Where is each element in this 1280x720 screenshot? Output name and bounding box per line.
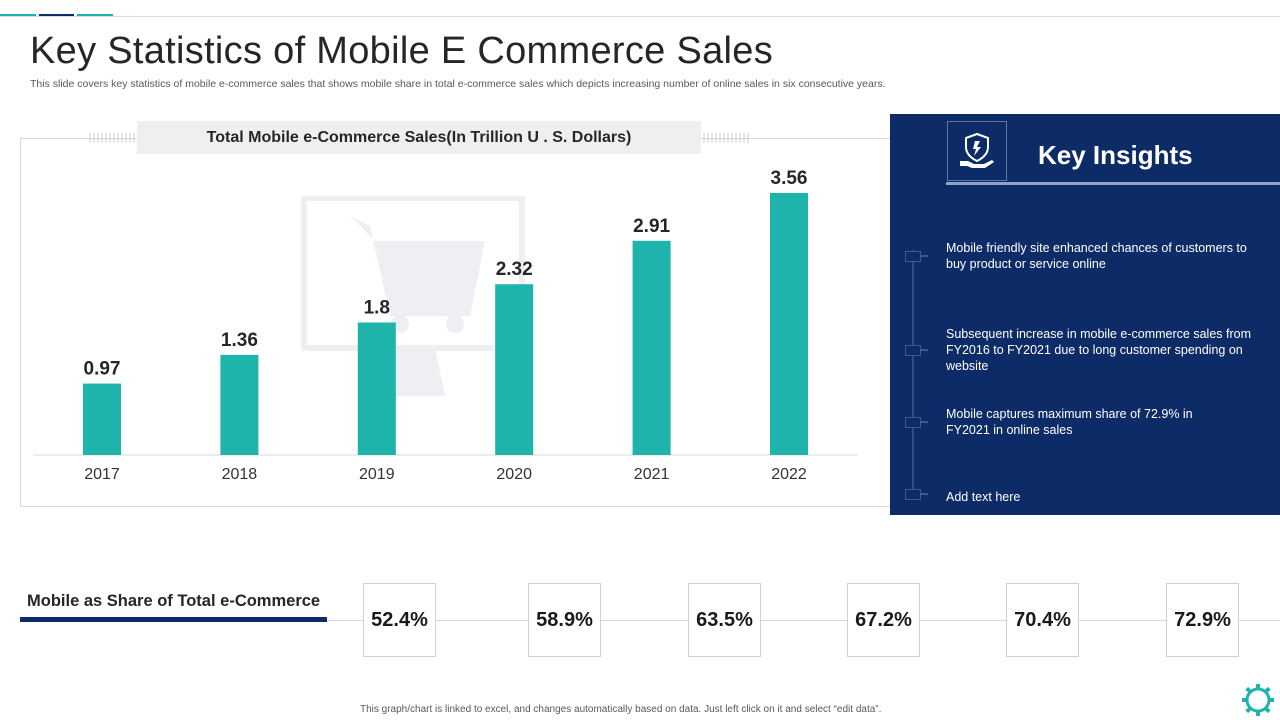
bar-2017 <box>83 383 121 455</box>
page-subtitle: This slide covers key statistics of mobi… <box>30 78 886 90</box>
value-label-2017: 0.97 <box>84 359 121 380</box>
share-value-2020: 67.2% <box>847 583 920 657</box>
share-value-2022: 72.9% <box>1166 583 1239 657</box>
share-underline <box>20 617 327 622</box>
bar-2021 <box>632 240 671 455</box>
x-tick-label-2022: 2022 <box>771 466 807 483</box>
frame-ticks-left <box>89 133 135 143</box>
insight-bullet-icon <box>905 251 928 262</box>
insights-title: Key Insights <box>1038 140 1193 170</box>
insight-item: Mobile friendly site enhanced chances of… <box>946 241 1247 271</box>
share-label: Mobile as Share of Total e-Commerce <box>27 592 321 610</box>
share-value-2021: 70.4% <box>1006 583 1079 657</box>
key-insights-panel: Key Insights Mobile friendly site enhanc… <box>890 114 1280 515</box>
value-label-2020: 2.32 <box>496 259 533 280</box>
bar-2018 <box>220 354 259 455</box>
share-value-2019: 63.5% <box>688 583 761 657</box>
value-label-2022: 3.56 <box>771 168 808 189</box>
share-value-2017: 52.4% <box>363 583 436 657</box>
value-label-2018: 1.36 <box>221 330 258 351</box>
frame-ticks-right <box>703 133 749 143</box>
insights-divider <box>946 182 1280 185</box>
top-rule <box>0 16 1280 17</box>
accent-bar-navy <box>39 14 74 17</box>
shopping-cart-watermark-icon <box>301 196 525 396</box>
bar-2019 <box>357 322 396 455</box>
x-tick-label-2019: 2019 <box>359 466 395 483</box>
x-tick-label-2021: 2021 <box>634 466 670 483</box>
bar-chart: 0.97 2017 1.36 2018 1.8 2019 2.32 2020 2.91 2021 3… <box>33 168 858 483</box>
insight-item: Mobile captures maximum share of 72.9% i… <box>946 407 1193 437</box>
gear-icon[interactable] <box>1240 682 1276 718</box>
value-label-2021: 2.91 <box>633 216 670 237</box>
insight-item: Subsequent increase in mobile e-commerce… <box>946 327 1251 373</box>
value-label-2019: 1.8 <box>364 298 390 319</box>
share-connector-line <box>327 620 1280 621</box>
accent-bar-teal-2 <box>77 14 113 17</box>
share-value-2018: 58.9% <box>528 583 601 657</box>
chart-title: Total Mobile e-Commerce Sales(In Trillio… <box>137 121 701 154</box>
x-tick-label-2018: 2018 <box>222 466 258 483</box>
footnote: This graph/chart is linked to excel, and… <box>360 704 882 715</box>
hand-shield-icon <box>947 121 1007 181</box>
insights-timeline <box>912 250 914 500</box>
x-tick-label-2020: 2020 <box>496 466 532 483</box>
insight-item: Add text here <box>946 490 1021 504</box>
insight-bullet-icon <box>905 489 928 500</box>
insight-bullet-icon <box>905 345 928 356</box>
bar-2020 <box>495 284 534 455</box>
x-tick-label-2017: 2017 <box>84 466 120 483</box>
bar-2022 <box>770 192 808 455</box>
insight-bullet-icon <box>905 417 928 428</box>
page-title: Key Statistics of Mobile E Commerce Sale… <box>30 30 774 72</box>
accent-bar-teal-1 <box>0 14 36 17</box>
